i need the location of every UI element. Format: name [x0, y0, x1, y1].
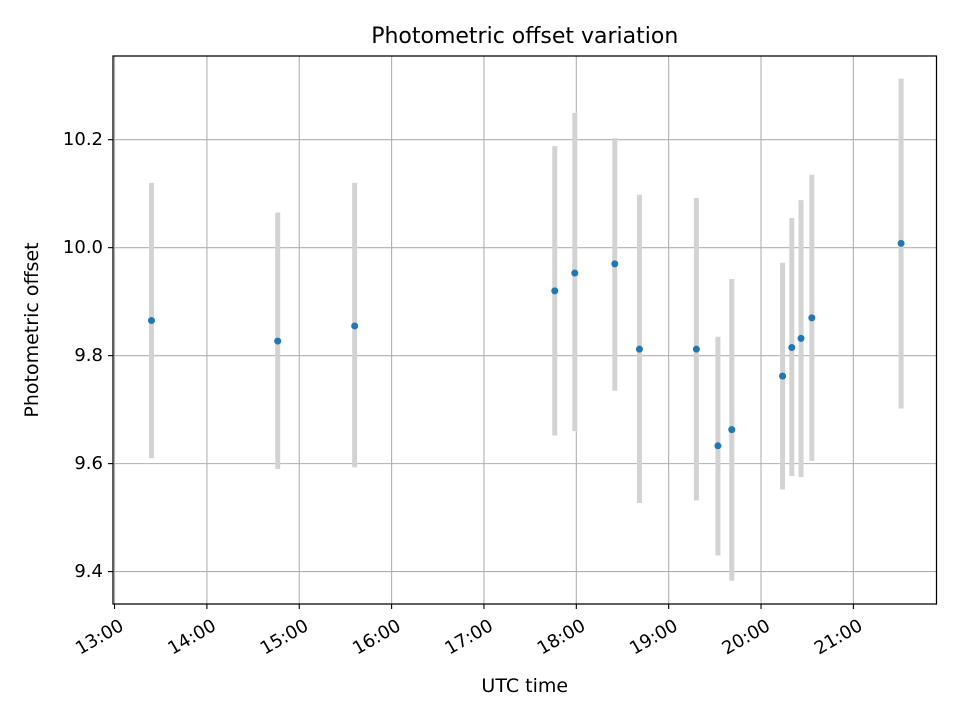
- data-point: [551, 287, 559, 295]
- data-point: [274, 337, 282, 345]
- y-tick-label: 10.0: [63, 237, 103, 258]
- data-point: [808, 314, 816, 322]
- data-point: [611, 260, 619, 268]
- data-point: [714, 442, 722, 450]
- data-point: [728, 426, 736, 434]
- data-point: [897, 239, 905, 247]
- plot-frame: [112, 55, 938, 605]
- data-point: [779, 372, 787, 380]
- data-point: [147, 317, 155, 325]
- y-tick-label: 9.8: [74, 345, 103, 366]
- data-point: [797, 334, 805, 342]
- y-tick-label: 9.4: [74, 561, 103, 582]
- data-point: [788, 344, 796, 352]
- data-point: [571, 269, 579, 277]
- y-axis: 9.4 9.6 9.8 10.0 10.2: [63, 129, 113, 582]
- y-axis-label: Photometric offset: [21, 242, 43, 417]
- data-points: [147, 239, 905, 450]
- y-tick-label: 9.6: [74, 453, 103, 474]
- chart-title: Photometric offset variation: [371, 24, 678, 49]
- x-axis-label: UTC time: [481, 675, 568, 697]
- data-point: [351, 322, 359, 330]
- data-point: [635, 345, 643, 353]
- data-point: [692, 345, 700, 353]
- y-tick-label: 10.2: [63, 129, 103, 150]
